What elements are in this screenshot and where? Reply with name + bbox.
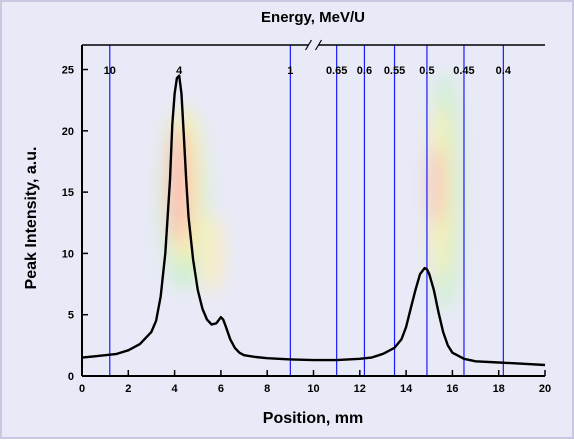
heat-blob (430, 145, 443, 226)
axis-break-mark (314, 39, 323, 51)
y-tick-label: 10 (62, 248, 74, 260)
x-tick-label: 12 (354, 383, 366, 395)
x-tick-label: 18 (493, 383, 505, 395)
energy-marker-label: 1 (287, 65, 293, 77)
curve-layer (81, 74, 546, 367)
x-tick-label: 16 (446, 383, 458, 395)
x-tick-label: 14 (400, 383, 413, 395)
energy-marker-label: 0.55 (384, 65, 405, 77)
energy-marker-label: 0.5 (419, 65, 434, 77)
energy-marker-label: 10 (104, 65, 116, 77)
x-tick-label: 4 (172, 383, 179, 395)
heat-blob (199, 213, 224, 294)
energy-marker-label: 0.45 (453, 65, 474, 77)
y-tick-label: 25 (62, 65, 74, 77)
energy-marker-label: 0.6 (357, 65, 372, 77)
y-tick-label: 15 (62, 187, 74, 199)
axis-break-mark (304, 39, 313, 51)
x-tick-label: 20 (539, 383, 551, 395)
energy-marker-label: 0.4 (496, 65, 512, 77)
x-tick-label: 0 (79, 383, 85, 395)
y-tick-label: 5 (68, 310, 74, 322)
x-tick-label: 2 (125, 383, 131, 395)
y-axis-label: Peak Intensity, a.u. (23, 147, 40, 290)
heat-map-layer (159, 72, 464, 313)
x-tick-label: 8 (264, 383, 270, 395)
x-tick-label: 6 (218, 383, 224, 395)
series-line (81, 74, 546, 367)
energy-marker-layer: 10 4 1 0.65 0.6 0.55 0.5 0.45 0.4 (104, 45, 512, 376)
chart-title: Energy, MeV/U (261, 9, 365, 26)
energy-marker-label: 4 (176, 65, 183, 77)
energy-marker-label: 0.65 (326, 65, 347, 77)
x-axis-label: Position, mm (263, 410, 363, 427)
x-tick-label: 10 (307, 383, 319, 395)
y-tick-label: 0 (68, 371, 74, 383)
y-tick-label: 20 (62, 126, 74, 138)
